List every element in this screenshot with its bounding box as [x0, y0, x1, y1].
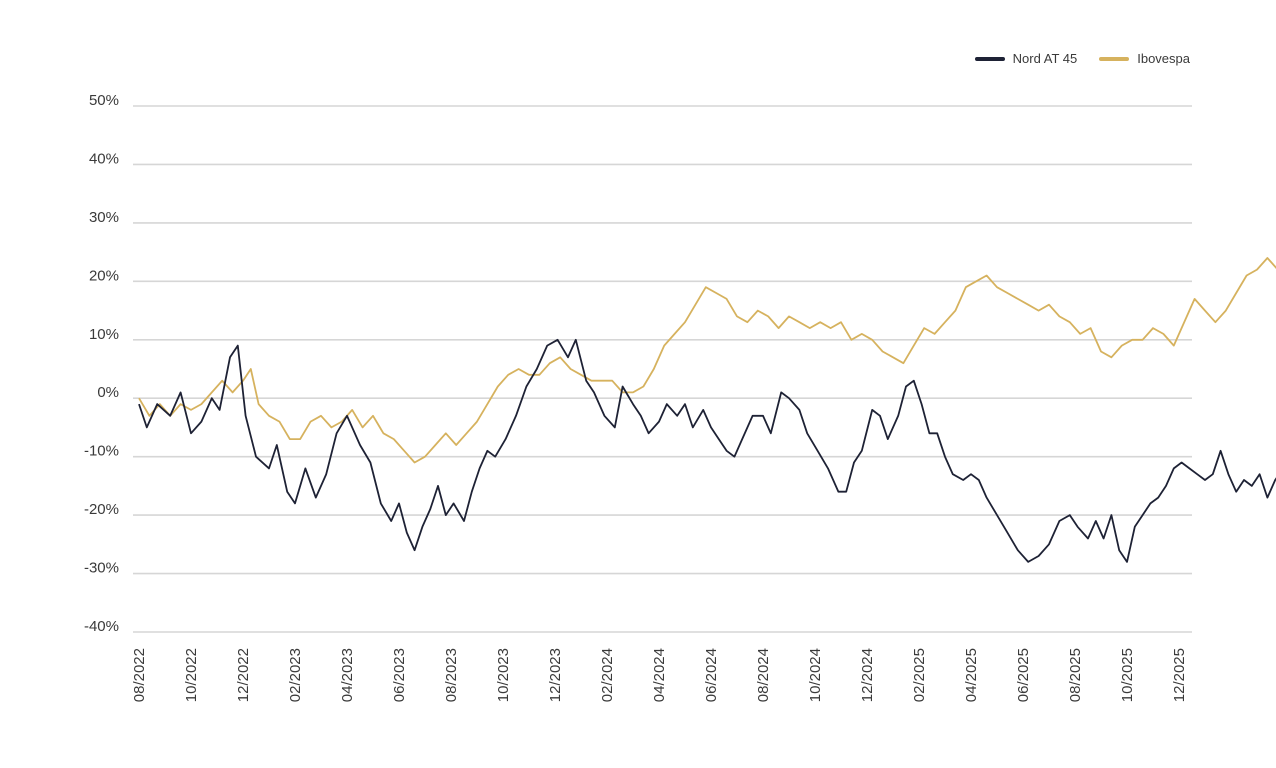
y-tick-label: 10%: [89, 326, 119, 343]
x-tick-label: 12/2023: [547, 648, 564, 702]
x-tick-label: 04/2025: [963, 648, 980, 702]
x-tick-label: 10/2024: [807, 648, 824, 702]
legend-swatch-nord-at-45: [974, 56, 1005, 61]
legend-swatch-ibovespa: [1099, 56, 1130, 61]
x-tick-label: 08/2025: [1067, 648, 1084, 702]
series-line-nord-at-45: [138, 338, 1276, 563]
y-tick-label: -10%: [84, 443, 119, 460]
x-tick-label: 10/2025: [1119, 648, 1136, 702]
y-tick-label: 30%: [89, 209, 119, 226]
x-tick-label: 02/2025: [911, 648, 928, 702]
x-tick-label: 02/2024: [599, 648, 616, 702]
x-tick-label: 10/2022: [183, 648, 200, 702]
gridlines: [133, 105, 1192, 633]
x-tick-label: 12/2025: [1171, 648, 1188, 702]
y-axis-ticks: 50% 40% 30% 20% 10% 0% -10% -20% -30% -40%: [84, 92, 119, 635]
y-tick-label: 50%: [89, 92, 119, 109]
x-tick-label: 06/2023: [391, 648, 408, 702]
x-tick-label: 10/2023: [495, 648, 512, 702]
x-tick-label: 08/2024: [755, 648, 772, 702]
x-tick-label: 02/2023: [287, 648, 304, 702]
y-tick-label: 0%: [97, 384, 119, 401]
x-tick-label: 06/2025: [1015, 648, 1032, 702]
legend-label-nord-at-45: Nord AT 45: [1012, 51, 1078, 66]
legend-label-ibovespa: Ibovespa: [1137, 51, 1190, 66]
x-tick-label: 08/2022: [131, 648, 148, 702]
series-line-ibovespa: [138, 257, 1276, 464]
y-tick-label: -20%: [84, 501, 119, 518]
legend-item-ibovespa[interactable]: Ibovespa: [1099, 51, 1190, 66]
x-tick-label: 08/2023: [443, 648, 460, 702]
y-tick-label: 40%: [89, 150, 119, 167]
x-tick-label: 12/2024: [859, 648, 876, 702]
x-axis-ticks: 08/2022 10/2022 12/2022 02/2023 04/2023 06/20…: [131, 648, 1188, 702]
legend: Nord AT 45 Ibovespa: [974, 51, 1190, 66]
x-tick-label: 04/2023: [339, 648, 356, 702]
x-tick-label: 12/2022: [235, 648, 252, 702]
y-tick-label: -40%: [84, 618, 119, 635]
x-tick-label: 04/2024: [651, 648, 668, 702]
legend-item-nord-at-45[interactable]: Nord AT 45: [974, 51, 1078, 66]
x-tick-label: 06/2024: [703, 648, 720, 702]
series-lines: [138, 257, 1276, 563]
y-tick-label: -30%: [84, 560, 119, 577]
y-tick-label: 20%: [89, 267, 119, 284]
